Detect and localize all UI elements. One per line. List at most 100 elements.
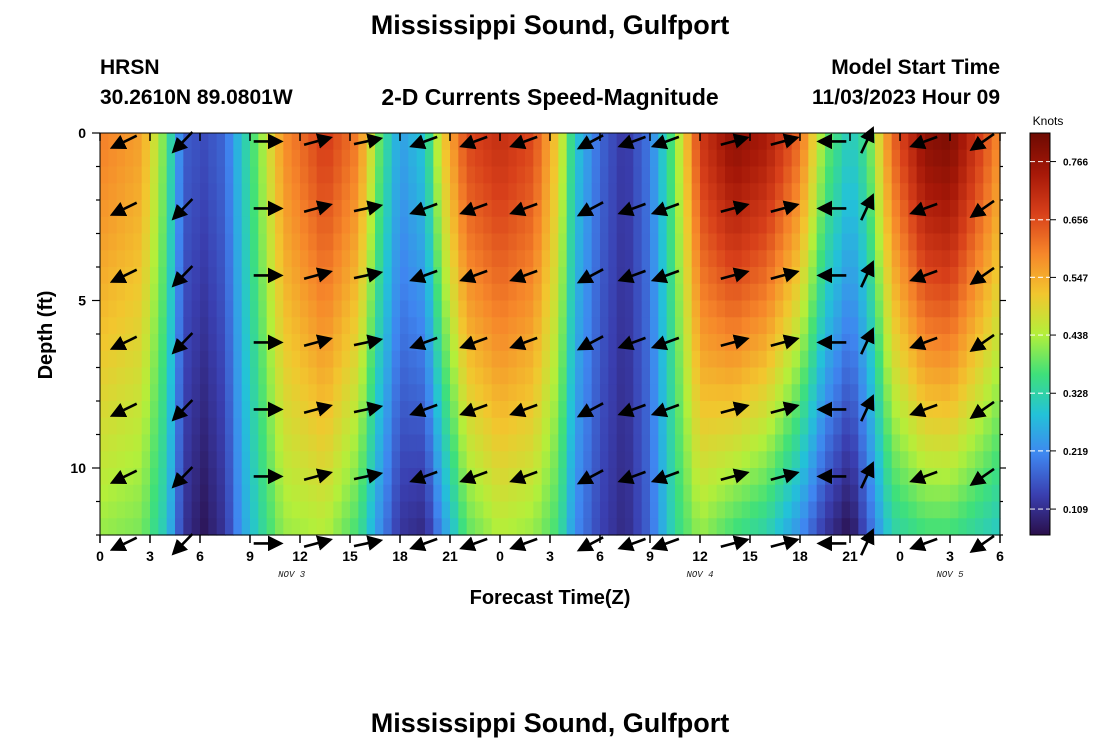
heatmap-cell: [558, 133, 568, 151]
heatmap-cell: [125, 468, 134, 486]
heatmap-cell: [925, 384, 934, 402]
current-vector-arrow: [509, 134, 538, 150]
heatmap-cell: [141, 183, 151, 201]
heatmap-cell: [225, 216, 234, 235]
current-vector-arrow: [650, 134, 680, 150]
heatmap-cell: [391, 451, 401, 469]
heatmap-cell: [850, 468, 859, 486]
heatmap-cell: [916, 300, 926, 318]
heatmap-cell: [625, 518, 634, 536]
heatmap-cell: [891, 216, 901, 235]
heatmap-cell: [483, 334, 493, 352]
heatmap-cell: [166, 166, 176, 184]
heatmap-cell: [858, 300, 868, 318]
heatmap-cell: [341, 518, 351, 536]
heatmap-cell: [358, 183, 368, 201]
heatmap-cell: [750, 250, 759, 268]
heatmap-cell: [325, 468, 334, 486]
heatmap-cell: [108, 484, 118, 503]
heatmap-cell: [458, 468, 468, 486]
heatmap-cell: [591, 233, 601, 251]
heatmap-cell: [891, 484, 901, 503]
heatmap-cell: [608, 484, 618, 503]
heatmap-cell: [333, 434, 343, 452]
heatmap-cell: [258, 384, 268, 402]
heatmap-cell: [441, 501, 451, 519]
heatmap-cell: [508, 149, 518, 168]
heatmap-cell: [508, 250, 518, 268]
heatmap-cell: [466, 283, 476, 302]
heatmap-cell: [600, 350, 609, 369]
heatmap-cell: [966, 166, 976, 184]
heatmap-cell: [758, 501, 768, 519]
heatmap-cell: [450, 350, 459, 369]
heatmap-cell: [791, 183, 801, 201]
heatmap-cell: [491, 501, 501, 519]
heatmap-cell: [100, 183, 109, 201]
heatmap-cell: [883, 401, 893, 419]
heatmap-cell: [283, 183, 293, 201]
heatmap-cell: [866, 166, 876, 184]
heatmap-cell: [441, 518, 451, 536]
heatmap-cell: [341, 350, 351, 369]
heatmap-cell: [658, 417, 668, 436]
heatmap-cell: [675, 484, 684, 503]
heatmap-cell: [458, 384, 468, 402]
heatmap-cell: [741, 501, 751, 519]
heatmap-cell: [983, 200, 993, 218]
heatmap-cell: [616, 384, 626, 402]
heatmap-cell: [833, 300, 843, 318]
heatmap-cell: [183, 451, 193, 469]
current-vector-arrow: [969, 534, 995, 554]
heatmap-cell: [591, 250, 601, 268]
heatmap-cell: [616, 518, 626, 536]
heatmap-cell: [975, 149, 984, 168]
heatmap-cell: [408, 216, 418, 235]
heatmap-cell: [366, 451, 376, 469]
heatmap-cell: [316, 216, 326, 235]
heatmap-cell: [141, 200, 151, 218]
heatmap-cell: [616, 183, 626, 201]
heatmap-cell: [600, 166, 609, 184]
heatmap-cell: [191, 484, 201, 503]
heatmap-cell: [475, 317, 484, 335]
heatmap-cell: [333, 133, 343, 151]
heatmap-cell: [150, 334, 159, 352]
heatmap-cell: [308, 451, 318, 469]
current-vector-arrow: [353, 535, 384, 551]
heatmap-cell: [858, 233, 868, 251]
heatmap-cell: [791, 166, 801, 184]
heatmap-cell: [950, 317, 959, 335]
heatmap-cell: [433, 367, 443, 385]
heatmap-cell: [750, 417, 759, 436]
heatmap-cell: [358, 484, 368, 503]
heatmap-cell: [375, 200, 384, 218]
heatmap-cell: [733, 250, 743, 268]
heatmap-cell: [533, 166, 543, 184]
heatmap-cell: [708, 501, 718, 519]
heatmap-cell: [941, 267, 951, 285]
heatmap-cell: [308, 250, 318, 268]
heatmap-cell: [291, 200, 301, 218]
heatmap-cell: [858, 283, 868, 302]
heatmap-cell: [700, 183, 709, 201]
heatmap-cell: [958, 233, 968, 251]
heatmap-cell: [741, 166, 751, 184]
heatmap-cell: [341, 484, 351, 503]
heatmap-cell: [891, 501, 901, 519]
heatmap-cell: [800, 250, 809, 268]
heatmap-cell: [125, 384, 134, 402]
heatmap-cell: [683, 200, 693, 218]
heatmap-cell: [758, 250, 768, 268]
heatmap-cell: [708, 350, 718, 369]
heatmap-cell: [533, 216, 543, 235]
heatmap-cell: [616, 417, 626, 436]
heatmap-cell: [691, 401, 701, 419]
heatmap-cell: [141, 233, 151, 251]
heatmap-cell: [241, 183, 251, 201]
heatmap-cell: [183, 283, 193, 302]
heatmap-cell: [966, 518, 976, 536]
heatmap-cell: [508, 417, 518, 436]
heatmap-cell: [358, 300, 368, 318]
heatmap-cell: [508, 434, 518, 452]
